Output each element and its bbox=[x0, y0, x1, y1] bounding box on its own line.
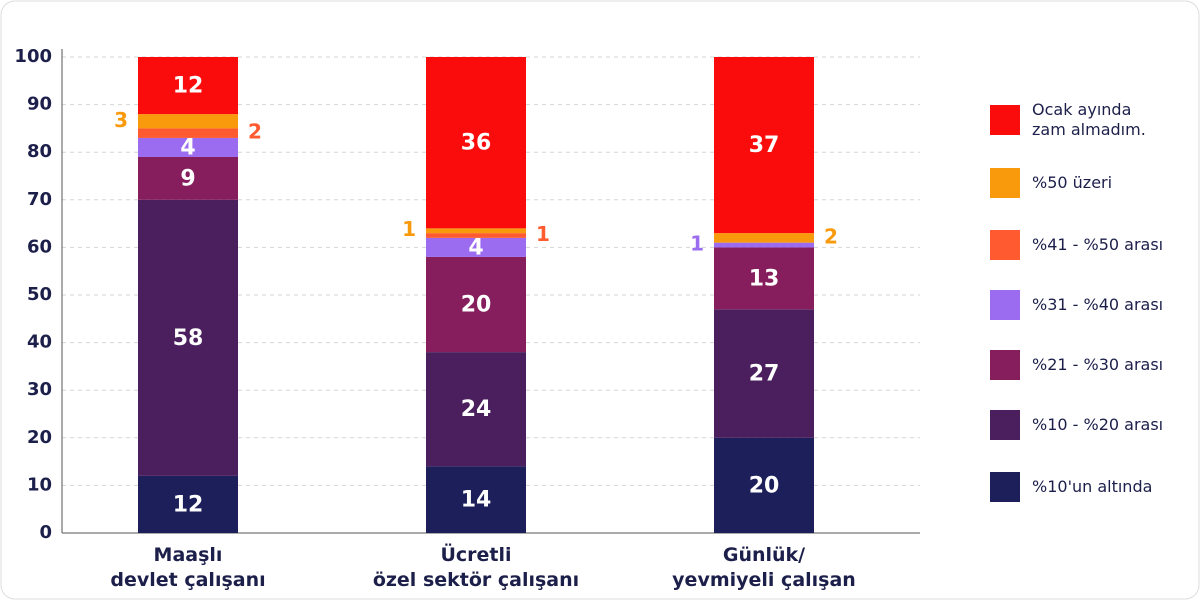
data-label: 4 bbox=[180, 135, 195, 160]
bar-segment bbox=[714, 309, 814, 438]
y-tick-label: 90 bbox=[27, 94, 52, 115]
bar-segment bbox=[138, 137, 238, 157]
bar-segment bbox=[426, 352, 526, 467]
legend-item: %10 - %20 arası bbox=[990, 410, 1163, 440]
legend-label: %10'un altında bbox=[1032, 477, 1153, 496]
y-tick-label: 30 bbox=[27, 379, 52, 400]
y-tick-label: 80 bbox=[27, 141, 52, 162]
y-tick-label: 0 bbox=[39, 522, 52, 543]
bar-segment bbox=[426, 57, 526, 229]
bar-segment bbox=[714, 437, 814, 533]
data-label: 2 bbox=[248, 120, 262, 144]
data-label: 2 bbox=[824, 224, 838, 248]
legend-swatch bbox=[990, 472, 1020, 502]
bar-segment bbox=[714, 57, 814, 234]
bar-segment bbox=[138, 475, 238, 533]
legend-swatch bbox=[990, 350, 1020, 380]
legend-item: %10'un altında bbox=[990, 472, 1152, 502]
data-label: 12 bbox=[173, 492, 204, 517]
legend-label: %10 - %20 arası bbox=[1032, 415, 1164, 434]
x-tick-label: Maaşlı devlet çalışanı bbox=[110, 544, 266, 591]
legend-swatch bbox=[990, 410, 1020, 440]
y-tick-label: 20 bbox=[27, 427, 52, 448]
y-tick-label: 60 bbox=[27, 236, 52, 257]
legend-label: Ocak ayında zam almadım. bbox=[1032, 100, 1146, 139]
data-label: 27 bbox=[749, 362, 780, 387]
data-label: 20 bbox=[749, 473, 780, 498]
y-tick-label: 50 bbox=[27, 284, 52, 305]
data-label: 20 bbox=[461, 293, 492, 318]
y-tick-label: 40 bbox=[27, 332, 52, 353]
data-label: 3 bbox=[114, 108, 128, 132]
bar-segment bbox=[138, 114, 238, 129]
bar-segment bbox=[426, 466, 526, 533]
legend-swatch bbox=[990, 230, 1020, 260]
bar-segment bbox=[714, 233, 814, 243]
x-tick-label: Günlük/ yevmiyeli çalışan bbox=[672, 544, 856, 591]
y-tick-label: 70 bbox=[27, 189, 52, 210]
legend-item: %31 - %40 arası bbox=[990, 290, 1163, 320]
data-label: 1 bbox=[690, 232, 704, 256]
legend-item: %50 üzeri bbox=[990, 168, 1112, 198]
legend-label: %21 - %30 arası bbox=[1032, 355, 1164, 374]
data-label: 12 bbox=[173, 74, 204, 99]
data-label: 9 bbox=[180, 166, 195, 191]
bar-segment bbox=[138, 57, 238, 115]
y-tick-label: 10 bbox=[27, 474, 52, 495]
data-label: 14 bbox=[461, 488, 492, 513]
data-label: 1 bbox=[536, 222, 550, 246]
legend-label: %50 üzeri bbox=[1032, 173, 1113, 192]
bar-segment bbox=[138, 156, 238, 200]
legend-label: %41 - %50 arası bbox=[1032, 235, 1164, 254]
bar-segment bbox=[714, 247, 814, 310]
legend-item: Ocak ayında zam almadım. bbox=[990, 100, 1146, 140]
x-tick-label: Ücretli özel sektör çalışanı bbox=[372, 544, 580, 591]
legend-item: %41 - %50 arası bbox=[990, 230, 1163, 260]
legend-label: %31 - %40 arası bbox=[1032, 295, 1164, 314]
bar-segment bbox=[138, 128, 238, 138]
legend-swatch bbox=[990, 168, 1020, 198]
data-label: 24 bbox=[461, 397, 492, 422]
legend-swatch bbox=[990, 105, 1020, 135]
bar-segment bbox=[426, 233, 526, 238]
bar-segment bbox=[714, 242, 814, 248]
data-label: 13 bbox=[749, 266, 780, 291]
legend-item: %21 - %30 arası bbox=[990, 350, 1163, 380]
data-label: 37 bbox=[749, 133, 780, 158]
data-label: 4 bbox=[468, 235, 483, 260]
bar-segment bbox=[426, 228, 526, 234]
data-label: 1 bbox=[402, 217, 416, 241]
bar-segment bbox=[426, 237, 526, 257]
y-tick-label: 100 bbox=[14, 46, 52, 67]
bar-segment bbox=[138, 199, 238, 476]
data-label: 36 bbox=[461, 131, 492, 156]
legend-swatch bbox=[990, 290, 1020, 320]
bar-segment bbox=[426, 256, 526, 353]
data-label: 58 bbox=[173, 326, 204, 351]
